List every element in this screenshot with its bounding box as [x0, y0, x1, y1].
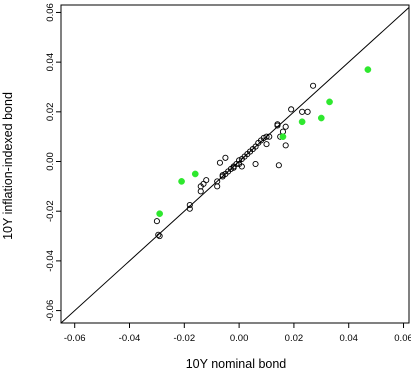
x-tick-label-2: -0.02 — [173, 333, 195, 344]
x-tick-label-3: 0.00 — [230, 333, 249, 344]
plot-area — [61, 6, 409, 323]
data-point-8 — [203, 177, 210, 184]
data-point-35 — [263, 141, 270, 148]
x-tick-label-5: 0.04 — [339, 333, 358, 344]
axes: -0.06 -0.04 -0.02 0.00 0.02 0.04 0.06 -0.06 -0.0… — [45, 3, 411, 344]
highlighted-point-7 — [364, 66, 372, 73]
data-point-3 — [186, 205, 193, 212]
data-point-47 — [310, 82, 317, 89]
data-point-10 — [214, 178, 221, 185]
data-point-1 — [156, 232, 163, 240]
y-axis-title: 10Y inflation-indexed bond — [1, 92, 15, 240]
x-tick-label-6: 0.06 — [394, 333, 411, 344]
data-point-0 — [153, 218, 160, 225]
data-point-21 — [236, 157, 243, 164]
highlighted-point-4 — [298, 118, 306, 126]
x-tick-label-1: -0.04 — [119, 333, 141, 344]
data-points — [153, 66, 372, 240]
data-point-30 — [252, 160, 259, 168]
data-point-2 — [155, 231, 162, 238]
x-tick-label-0: -0.06 — [64, 333, 86, 344]
data-point-11 — [216, 159, 223, 166]
y-tick-label-2: -0.02 — [45, 200, 56, 222]
data-point-15 — [222, 154, 229, 161]
data-point-6 — [197, 188, 204, 195]
y-tick-label-6: 0.06 — [45, 3, 56, 22]
reference-line — [61, 6, 409, 323]
data-point-4 — [186, 201, 193, 209]
data-point-44 — [288, 106, 295, 113]
data-point-33 — [260, 134, 267, 141]
y-tick-label-3: 0.00 — [45, 152, 56, 171]
data-point-46 — [304, 108, 311, 115]
data-point-34 — [263, 133, 270, 140]
y-tick-label-1: -0.04 — [45, 250, 56, 272]
data-point-38 — [274, 122, 281, 129]
data-point-36 — [266, 133, 273, 140]
highlighted-point-6 — [326, 98, 333, 106]
highlighted-point-2 — [191, 170, 199, 178]
highlighted-point-0 — [156, 210, 163, 218]
x-axis-title: 10Y nominal bond — [186, 357, 287, 371]
data-point-9 — [214, 183, 221, 190]
highlighted-point-1 — [178, 178, 185, 185]
data-point-43 — [282, 142, 289, 149]
data-point-42 — [282, 123, 289, 130]
data-point-24 — [238, 163, 245, 170]
y-tick-label-4: 0.02 — [45, 103, 56, 122]
plot-frame — [60, 4, 410, 324]
highlighted-point-5 — [317, 114, 325, 122]
highlighted-point-3 — [279, 133, 287, 141]
y-tick-label-5: 0.04 — [45, 53, 56, 72]
data-point-13 — [219, 172, 226, 179]
x-tick-label-4: 0.02 — [285, 333, 304, 344]
data-point-39 — [275, 162, 282, 169]
data-point-45 — [299, 108, 306, 115]
y-tick-label-0: -0.06 — [45, 300, 56, 322]
